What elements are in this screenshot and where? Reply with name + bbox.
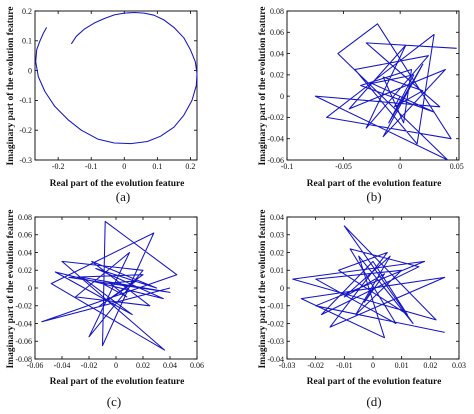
x-tick-label: -0.2 — [52, 162, 65, 171]
plot-frame — [286, 10, 460, 161]
evolution-trajectory-line — [41, 220, 178, 351]
x-tick-label: 0 — [114, 361, 118, 370]
x-tick-label: -0.02 — [307, 361, 324, 370]
panel-caption: (d) — [366, 394, 381, 409]
y-tick-label: 0 — [280, 92, 284, 101]
x-tick-label: 0.2 — [185, 162, 195, 171]
y-tick-label: 0.08 — [270, 7, 284, 16]
x-tick-label: 0.03 — [452, 361, 466, 370]
x-tick-label: 0.1 — [152, 162, 162, 171]
x-tick-label: -0.04 — [54, 361, 71, 370]
x-tick-label: -0.03 — [279, 361, 296, 370]
x-tick-label: 0.06 — [190, 361, 204, 370]
y-tick-label: 0 — [28, 66, 32, 75]
y-tick-label: 0 — [28, 284, 32, 293]
y-tick-label: -0.08 — [15, 355, 32, 364]
y-axis-label: Imaginary part of the evolution feature — [258, 210, 268, 369]
panel-2: -0.06 -0.04 -0.02 0 0.02 0.04 0.06 0.08 0.06 0.04… — [6, 210, 204, 409]
y-tick-label: 0.04 — [270, 213, 284, 222]
y-tick-label: 0.04 — [18, 248, 32, 257]
y-tick-label: 0.1 — [22, 37, 32, 46]
x-tick-label: -0.1 — [85, 162, 98, 171]
x-tick-label: 0.05 — [450, 162, 464, 171]
x-tick-label: 0 — [398, 162, 402, 171]
y-tick-label: 0.01 — [270, 266, 284, 275]
y-tick-label: 0.02 — [270, 71, 284, 80]
x-axis-label: Real part of the evolution feature — [307, 179, 442, 189]
plot-frame — [34, 10, 198, 161]
y-tick-label: -0.04 — [15, 319, 32, 328]
panel-0: -0.2 -0.1 0 0.1 0.2 0.2 0.1 0 -0.1 -0.2 -0.3 Real p… — [6, 7, 198, 204]
x-axis-label: Real part of the evolution feature — [50, 179, 185, 189]
y-axis-label: Imaginary part of the evolution feature — [6, 7, 16, 166]
x-tick-label: -0.01 — [336, 361, 353, 370]
x-tick-label: 0.02 — [423, 361, 437, 370]
y-tick-label: 0.03 — [270, 231, 284, 240]
x-tick-label: 0.01 — [395, 361, 409, 370]
panel-1: -0.1 -0.05 0 0.05 0.08 0.06 0.04 0.02 0 -0.02 -0.0… — [258, 7, 464, 204]
y-tick-label: 0.04 — [270, 49, 284, 58]
y-tick-label: 0.02 — [270, 248, 284, 257]
y-tick-label: 0.02 — [18, 266, 32, 275]
evolution-trajectory-line — [35, 11, 198, 145]
y-tick-label: 0.06 — [18, 231, 32, 240]
x-tick-label: 0 — [371, 361, 375, 370]
x-tick-label: 0.04 — [163, 361, 177, 370]
y-tick-label: -0.02 — [267, 113, 284, 122]
y-tick-label: 0.2 — [22, 7, 32, 16]
x-axis-label: Real part of the evolution feature — [50, 377, 185, 387]
y-tick-label: -0.01 — [267, 302, 284, 311]
y-tick-label: -0.03 — [267, 337, 284, 346]
x-axis-label: Real part of the evolution feature — [307, 377, 442, 387]
x-tick-label: 0 — [122, 162, 126, 171]
y-axis-label: Imaginary part of the evolution feature — [258, 7, 268, 166]
panel-caption: (a) — [116, 189, 130, 204]
y-tick-label: -0.02 — [267, 319, 284, 328]
evolution-trajectory-line — [314, 23, 457, 161]
y-tick-label: 0 — [280, 284, 284, 293]
y-tick-label: 0.08 — [18, 213, 32, 222]
y-axis-label: Imaginary part of the evolution feature — [6, 210, 16, 369]
y-tick-label: -0.1 — [19, 96, 32, 105]
x-tick-label: -0.1 — [281, 162, 294, 171]
y-tick-label: -0.04 — [267, 135, 284, 144]
y-tick-label: -0.06 — [267, 156, 284, 165]
y-tick-label: -0.04 — [267, 355, 284, 364]
x-tick-label: -0.02 — [81, 361, 98, 370]
x-tick-label: -0.06 — [27, 361, 44, 370]
y-tick-label: -0.3 — [19, 156, 32, 165]
panel-caption: (b) — [366, 189, 381, 204]
y-tick-label: 0.06 — [270, 28, 284, 37]
x-tick-label: 0.02 — [136, 361, 150, 370]
panel-caption: (c) — [107, 394, 121, 409]
evolution-trajectory-line — [292, 225, 446, 339]
y-tick-label: -0.02 — [15, 302, 32, 311]
panel-3: -0.03 -0.02 -0.01 0 0.01 0.02 0.03 0.04 0.03 0.02… — [258, 210, 466, 409]
y-tick-label: -0.06 — [15, 337, 32, 346]
x-tick-label: -0.05 — [335, 162, 352, 171]
y-tick-label: -0.2 — [19, 126, 32, 135]
